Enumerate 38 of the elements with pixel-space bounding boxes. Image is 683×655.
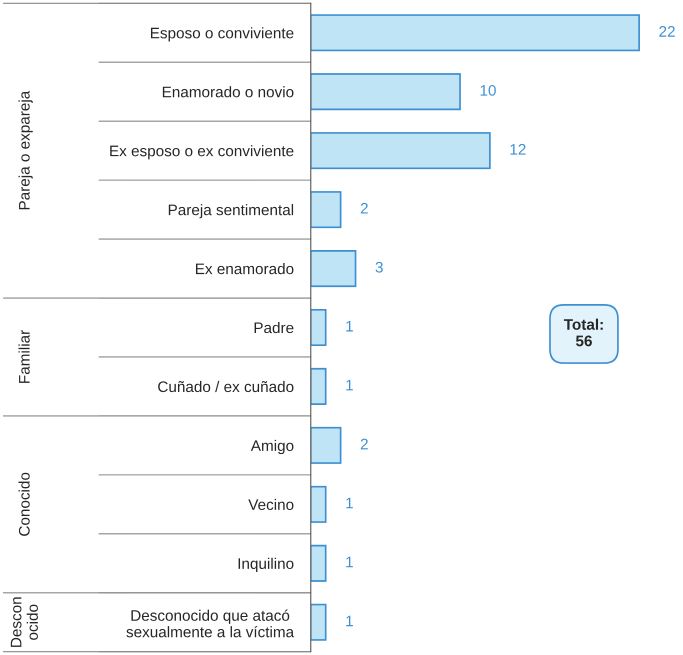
bar	[310, 132, 491, 170]
y-tick-label: Desconocido que atacó sexualmente a la víctima	[126, 610, 294, 638]
y-tick-label: Inquilino	[238, 558, 294, 572]
bar	[310, 368, 327, 405]
bar	[310, 486, 327, 523]
y-tick-label: Ex enamorado	[196, 263, 294, 274]
text: Pareja o expareja	[18, 90, 33, 210]
text: Conocido	[18, 472, 30, 536]
y-tick-label: Vecino	[248, 498, 294, 510]
text: Familiar	[18, 330, 30, 383]
y-tick-label: Enamorado o novio	[162, 86, 294, 98]
y-tick-label: Cuñado / ex cuñado	[158, 380, 294, 392]
bar	[310, 604, 327, 641]
bar	[310, 544, 327, 582]
data-label: 1	[346, 380, 353, 390]
data-label: 2	[360, 202, 368, 214]
bar	[310, 191, 342, 228]
data-label: 3	[376, 262, 383, 273]
data-label: 22	[659, 26, 675, 37]
data-label: 1	[346, 498, 353, 508]
data-label: 12	[510, 144, 526, 155]
bar	[310, 14, 640, 52]
y-tick-label: Padre	[254, 322, 294, 334]
data-label: 10	[480, 84, 496, 96]
data-label: 1	[346, 616, 353, 626]
annotation: Total: 56	[564, 318, 603, 346]
y-tick-label: Ex esposo o ex conviviente	[110, 145, 294, 160]
text: Descon ocido	[10, 597, 38, 647]
data-label: 2	[360, 438, 368, 450]
y-tick-label: Esposo o conviviente	[150, 27, 294, 42]
bar	[310, 73, 461, 110]
bar	[310, 250, 356, 288]
bar	[310, 426, 342, 464]
data-label: 1	[346, 320, 353, 332]
y-tick-label: Amigo	[250, 440, 294, 454]
data-label: 1	[346, 556, 353, 568]
bar	[310, 308, 327, 346]
y-tick-label: Pareja sentimental	[168, 204, 294, 218]
